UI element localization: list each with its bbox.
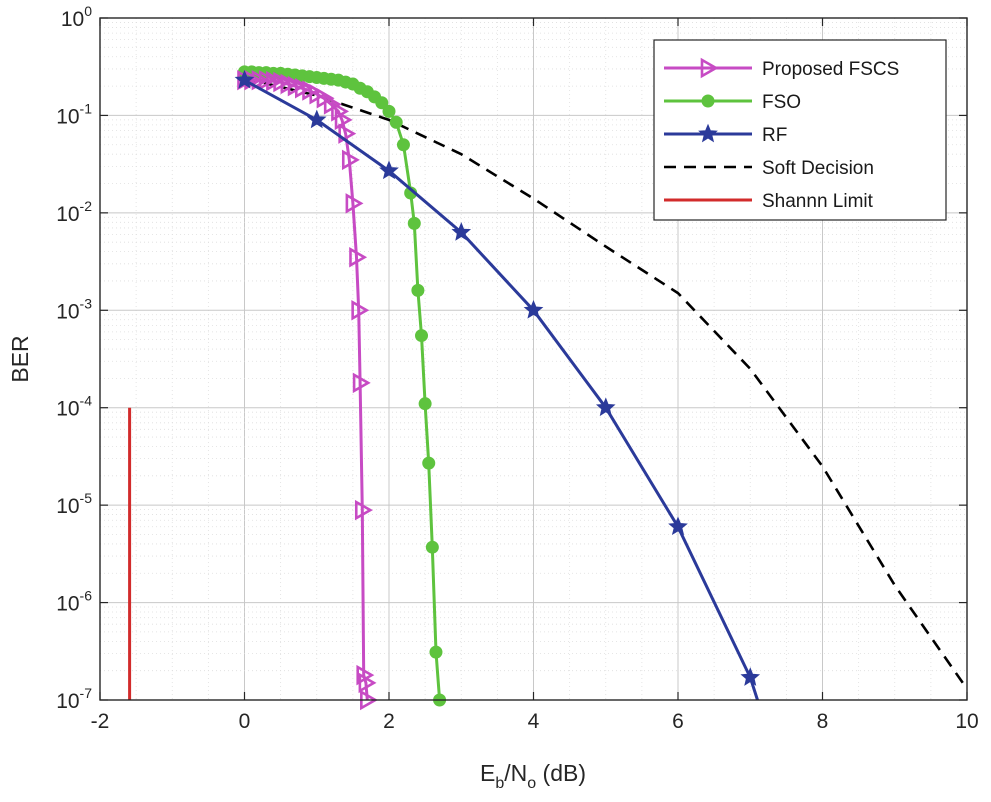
triangle-marker <box>345 193 364 214</box>
circle-marker <box>429 645 443 659</box>
x-tick-label: 4 <box>528 710 540 733</box>
legend-label: RF <box>762 125 787 146</box>
legend-item-soft-decision: Soft Decision <box>664 158 874 179</box>
circle-marker <box>382 104 396 118</box>
triangle-marker <box>341 149 360 171</box>
triangle-marker <box>338 123 357 144</box>
star-marker <box>698 123 718 143</box>
star-marker <box>668 516 688 536</box>
x-tick-label: 2 <box>383 710 395 733</box>
legend: Proposed FSCS FSO RF Soft Decision Shannn Li… <box>653 39 947 221</box>
legend-item-fso: FSO <box>664 92 801 113</box>
y-tick-label: 10-7 <box>56 685 92 713</box>
star-marker <box>451 222 472 241</box>
circle-marker <box>701 94 715 108</box>
star-marker <box>306 109 327 129</box>
triangle-marker <box>352 372 371 394</box>
star-marker <box>740 667 761 686</box>
legend-label: Shannn Limit <box>762 191 874 212</box>
triangle-marker <box>351 300 370 321</box>
star-marker <box>234 69 255 89</box>
y-tick-label: 100 <box>61 3 92 31</box>
y-tick-label: 10-3 <box>56 295 92 323</box>
grid <box>100 18 967 700</box>
y-ticks: 100 10-1 10-2 10-3 10-4 10-5 10-6 10-7 <box>56 3 967 713</box>
x-tick-label: 8 <box>817 710 829 733</box>
triangle-marker <box>356 664 375 686</box>
y-tick-label: 10-1 <box>56 100 92 128</box>
star-marker <box>523 300 544 319</box>
legend-item-proposed-fscs: Proposed FSCS <box>664 57 899 80</box>
triangle-marker <box>700 57 719 79</box>
curves <box>128 65 969 711</box>
x-tick-label: 10 <box>955 710 978 733</box>
x-axis-label: Eb/No (dB) <box>480 760 586 792</box>
x-tick-label: 6 <box>672 710 684 733</box>
star-marker <box>595 397 616 417</box>
circle-marker <box>396 138 410 152</box>
series-soft-decision <box>244 77 969 690</box>
x-ticks: -2 0 2 4 6 8 10 <box>91 18 979 733</box>
circle-marker <box>418 397 432 411</box>
x-tick-label: 0 <box>239 710 251 733</box>
y-tick-label: 10-4 <box>56 393 92 421</box>
circle-marker <box>375 96 389 110</box>
star-marker <box>379 160 399 180</box>
triangle-marker <box>331 101 350 122</box>
triangle-marker <box>354 499 373 521</box>
circle-marker <box>389 115 403 129</box>
series-rf <box>234 69 761 701</box>
circle-marker <box>407 216 421 230</box>
legend-label: FSO <box>762 92 801 113</box>
legend-label: Soft Decision <box>762 158 874 179</box>
circle-marker <box>425 540 439 554</box>
circle-marker <box>422 456 436 470</box>
circle-marker <box>411 283 425 297</box>
series-line <box>244 77 969 690</box>
legend-label: Proposed FSCS <box>762 59 899 80</box>
y-tick-label: 10-2 <box>56 198 92 226</box>
triangle-marker <box>349 247 368 268</box>
y-tick-label: 10-5 <box>56 490 92 518</box>
triangle-marker <box>358 672 377 694</box>
y-axis-label: BER <box>7 335 33 382</box>
x-tick-label: -2 <box>91 710 110 733</box>
legend-item-shannn-limit: Shannn Limit <box>664 191 874 212</box>
series-fso <box>238 65 447 707</box>
y-tick-label: 10-6 <box>56 588 92 616</box>
circle-marker <box>415 329 429 343</box>
triangle-marker <box>334 109 353 131</box>
legend-item-rf: RF <box>664 123 787 146</box>
